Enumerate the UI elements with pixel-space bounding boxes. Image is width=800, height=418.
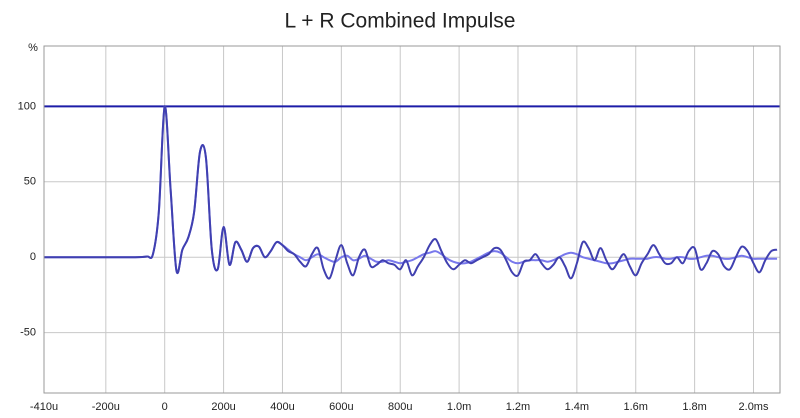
grid: [43, 46, 780, 393]
x-tick-label: 1.8m: [682, 401, 706, 413]
x-tick-label: 800u: [388, 401, 412, 413]
x-tick-label: 200u: [211, 401, 235, 413]
y-tick-label: 100: [18, 100, 36, 112]
x-tick-label: 400u: [270, 401, 294, 413]
x-tick-label: -410u: [30, 401, 58, 413]
plot-area: [44, 105, 780, 280]
x-tick-label: 2.0ms: [739, 401, 769, 413]
series-line: [44, 105, 778, 280]
x-tick-label: 1.0m: [447, 401, 471, 413]
chart-title: L + R Combined Impulse: [285, 10, 516, 33]
x-tick-label: 1.2m: [506, 401, 530, 413]
y-axis-label: %: [28, 42, 38, 54]
x-tick-label: 0: [162, 401, 168, 413]
x-tick-label: 1.6m: [624, 401, 648, 413]
y-tick-label: 50: [24, 176, 36, 188]
y-tick-label: 0: [30, 251, 36, 263]
y-tick-label: -50: [20, 327, 36, 339]
x-tick-label: 1.4m: [565, 401, 589, 413]
x-tick-label: 600u: [329, 401, 353, 413]
x-tick-label: -200u: [92, 401, 120, 413]
plot-border: [43, 45, 781, 394]
